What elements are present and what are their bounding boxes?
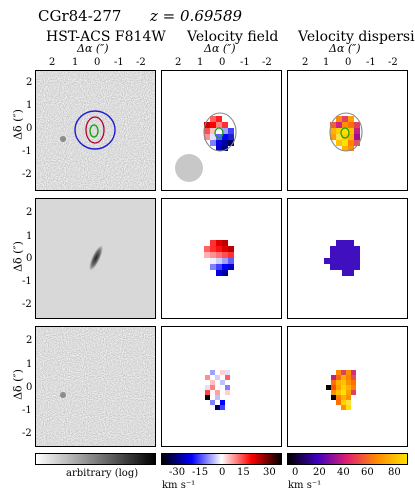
beam-psf-circle xyxy=(175,154,203,182)
hst-noise-image xyxy=(36,71,155,190)
ytick-row3: -2 xyxy=(22,428,32,439)
velocity-field-model-row2 xyxy=(204,240,234,276)
model-galaxy-image xyxy=(36,199,155,318)
contour-green xyxy=(89,124,99,138)
residual-noise-image xyxy=(36,327,155,446)
colorbar-dispersion xyxy=(287,453,408,465)
xtick-col3: -1 xyxy=(366,57,376,68)
xtick-col2: -1 xyxy=(240,57,250,68)
xlabel-col3: Δα (″) xyxy=(329,42,361,55)
redshift-label: z = 0.69589 xyxy=(150,7,243,25)
col-title-velocity-dispersion: Velocity dispersion xyxy=(298,29,415,45)
col-title-hst: HST-ACS F814W xyxy=(46,29,166,45)
xtick-col2: 0 xyxy=(219,57,226,68)
ytick-row3: 2 xyxy=(26,335,33,346)
velocity-dispersion-panel-row1 xyxy=(287,70,408,191)
ytick-row1: -2 xyxy=(22,169,32,180)
velocity-dispersion-residual-row3 xyxy=(326,370,356,410)
xtick-col2: 2 xyxy=(175,57,182,68)
xtick-col3: 1 xyxy=(323,57,330,68)
xtick-col3: 0 xyxy=(345,57,352,68)
ytick-row2: 2 xyxy=(26,207,33,218)
velocity-dispersion-map-row1 xyxy=(329,112,363,152)
xtick-col1: -1 xyxy=(114,57,124,68)
colorbar-velocity-tick: -15 xyxy=(192,467,209,478)
colorbar-dispersion-tick: 80 xyxy=(388,467,401,478)
colorbar-dispersion-tick: 20 xyxy=(313,467,326,478)
ylabel-row2: Δδ (″) xyxy=(11,241,25,272)
velocity-field-map-row1 xyxy=(175,112,237,182)
contour-red xyxy=(85,116,105,144)
ytick-row3: 1 xyxy=(26,359,33,370)
ytick-row3: 0 xyxy=(26,382,33,393)
ytick-row3: -1 xyxy=(22,405,32,416)
xtick-col2: 1 xyxy=(197,57,204,68)
colorbar-image-label: arbitrary (log) xyxy=(66,468,139,479)
velocity-dispersion-panel-row2 xyxy=(287,198,408,319)
colorbar-dispersion-tick: 40 xyxy=(337,467,350,478)
velocity-field-panel-row1 xyxy=(161,70,282,191)
xtick-col1: -2 xyxy=(136,57,146,68)
ytick-row2: -1 xyxy=(22,276,32,287)
ytick-row2: 1 xyxy=(26,231,33,242)
ytick-row1: 0 xyxy=(26,123,33,134)
ylabel-row3: Δδ (″) xyxy=(11,369,25,400)
colorbar-velocity-tick: -30 xyxy=(169,467,186,478)
colorbar-velocity-unit: km s⁻¹ xyxy=(162,480,196,491)
ytick-row2: -2 xyxy=(22,299,32,310)
colorbar-dispersion-tick: 0 xyxy=(292,467,299,478)
xtick-col1: 2 xyxy=(49,57,56,68)
colorbar-velocity-tick: 0 xyxy=(219,467,226,478)
ytick-row1: 1 xyxy=(26,100,33,111)
xlabel-col2: Δα (″) xyxy=(204,42,236,55)
ytick-row1: 2 xyxy=(26,77,33,88)
xtick-col1: 1 xyxy=(72,57,79,68)
xlabel-col1: Δα (″) xyxy=(77,42,109,55)
col-title-velocity-field: Velocity field xyxy=(187,29,279,45)
velocity-field-panel-row3 xyxy=(161,326,282,447)
contour-blue xyxy=(74,110,116,150)
colorbar-dispersion-unit: km s⁻¹ xyxy=(288,480,322,491)
colorbar-velocity-tick: 15 xyxy=(237,467,250,478)
ytick-row1: -1 xyxy=(22,146,32,157)
ylabel-row1: Δδ (″) xyxy=(11,109,25,140)
object-name: CGr84-277 xyxy=(38,7,122,25)
velocity-field-residual-row3 xyxy=(205,370,230,410)
hst-image-panel-row1 xyxy=(35,70,156,191)
velocity-dispersion-model-row2 xyxy=(324,240,360,276)
xtick-col1: 0 xyxy=(94,57,101,68)
colorbar-velocity-tick: 30 xyxy=(263,467,276,478)
colorbar-velocity xyxy=(161,453,282,465)
xtick-col2: -2 xyxy=(262,57,272,68)
residual-image-panel-row3 xyxy=(35,326,156,447)
model-image-panel-row2 xyxy=(35,198,156,319)
colorbar-dispersion-tick: 60 xyxy=(361,467,374,478)
velocity-dispersion-panel-row3 xyxy=(287,326,408,447)
velocity-field-panel-row2 xyxy=(161,198,282,319)
xtick-col3: -2 xyxy=(388,57,398,68)
xtick-col3: 2 xyxy=(302,57,309,68)
ytick-row2: 0 xyxy=(26,253,33,264)
colorbar-image xyxy=(35,453,156,465)
